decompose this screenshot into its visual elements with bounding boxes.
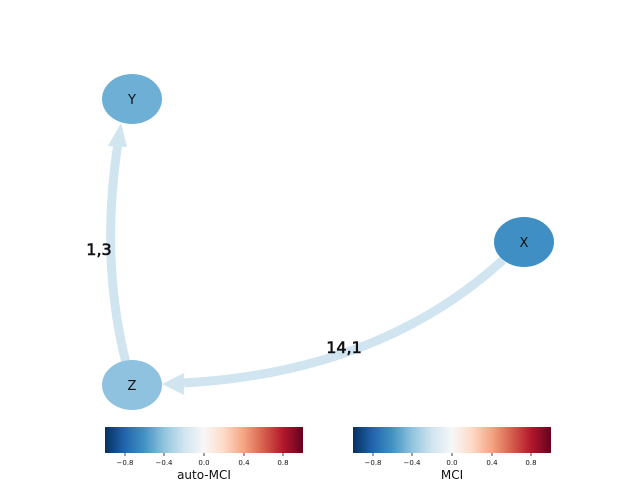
colorbar-mci-tick-1: −0.4 xyxy=(404,459,422,467)
colorbar-mci-tick-4: 0.8 xyxy=(525,459,536,467)
node-z-circle[interactable] xyxy=(102,360,162,410)
node-y-circle[interactable] xyxy=(102,74,162,124)
colorbar-mci-tick-2: 0.0 xyxy=(446,459,457,467)
colorbar-auto-mci-tick-1: −0.4 xyxy=(156,459,174,467)
colorbar-auto-mci: −0.8 −0.4 0.0 0.4 0.8 auto-MCI xyxy=(105,427,303,480)
node-x[interactable]: X xyxy=(494,217,554,267)
colorbar-mci-tick-0: −0.8 xyxy=(365,459,382,467)
colorbar-auto-mci-ticks xyxy=(124,453,284,456)
node-x-label: X xyxy=(520,236,529,251)
node-y[interactable]: Y xyxy=(102,74,162,124)
colorbar-auto-mci-tick-4: 0.8 xyxy=(277,459,288,467)
colorbar-mci-gradient xyxy=(353,427,551,453)
colorbar-auto-mci-tick-0: −0.8 xyxy=(117,459,134,467)
edge-x-to-z-label: 14,1 xyxy=(326,338,362,357)
colorbar-mci-title: MCI xyxy=(441,468,463,480)
edge-z-to-y-line xyxy=(106,142,131,365)
colorbar-auto-mci-tick-3: 0.4 xyxy=(238,459,250,467)
colorbar-mci-tick-3: 0.4 xyxy=(486,459,498,467)
edge-x-to-z xyxy=(162,256,507,395)
colorbar-mci: −0.8 −0.4 0.0 0.4 0.8 MCI xyxy=(353,427,551,480)
node-z[interactable]: Z xyxy=(102,360,162,410)
colorbar-auto-mci-title: auto-MCI xyxy=(177,468,231,480)
edge-x-to-z-arrowhead xyxy=(162,373,184,395)
node-x-circle[interactable] xyxy=(494,217,554,267)
colorbar-mci-ticks xyxy=(372,453,532,456)
edge-x-to-z-line xyxy=(183,256,507,388)
edge-z-to-y xyxy=(106,123,131,365)
edge-z-to-y-arrowhead xyxy=(108,123,127,147)
edge-z-to-y-label: 1,3 xyxy=(86,240,111,259)
node-y-label: Y xyxy=(127,93,136,108)
node-z-label: Z xyxy=(128,379,137,394)
colorbar-auto-mci-gradient xyxy=(105,427,303,453)
colorbar-auto-mci-tick-2: 0.0 xyxy=(198,459,209,467)
